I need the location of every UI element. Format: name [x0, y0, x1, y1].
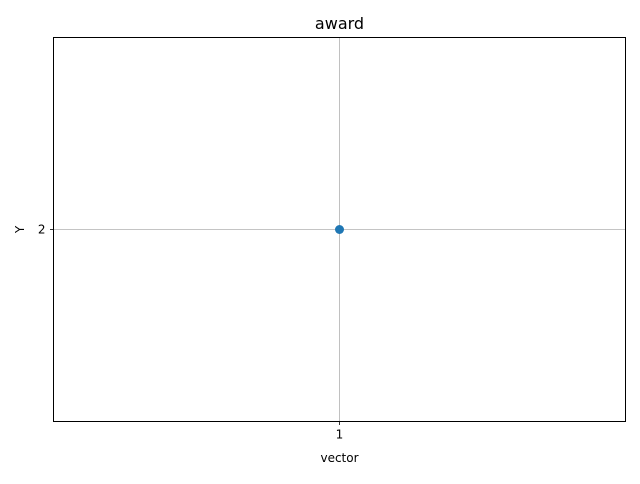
data-points [335, 225, 344, 234]
x-axis-label: vector [320, 451, 358, 465]
chart-title: award [315, 14, 364, 33]
x-axis-ticks: 1 [336, 421, 344, 442]
y-axis-label: Y [13, 225, 27, 234]
y-tick-label: 2 [38, 223, 46, 237]
data-point [335, 225, 344, 234]
x-tick-label: 1 [336, 428, 344, 442]
y-axis-ticks: 2 [38, 223, 54, 237]
